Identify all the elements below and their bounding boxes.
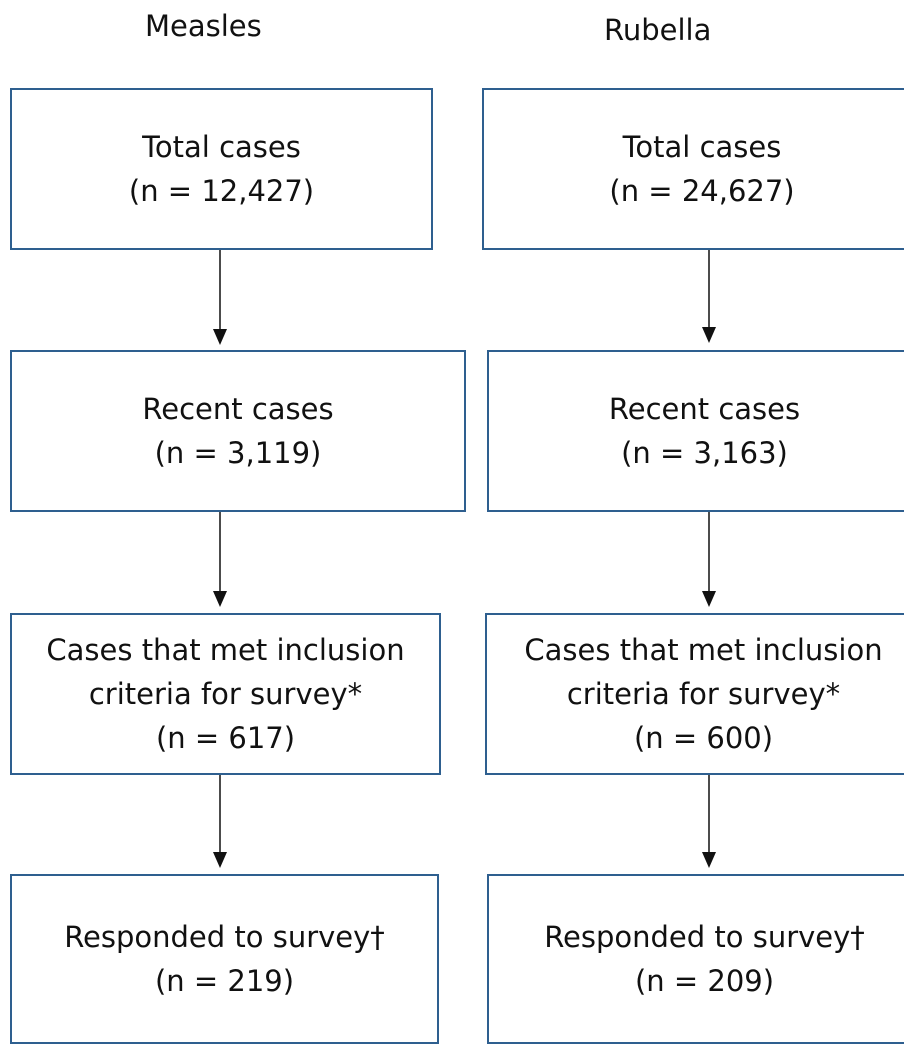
box-count: (n = 12,427) (128, 174, 315, 208)
box-line: Responded to survey† (544, 920, 865, 954)
box-line: criteria for survey* (566, 677, 841, 711)
measles-column-title: Measles (145, 9, 262, 43)
box-line: criteria for survey* (88, 677, 363, 711)
box-line: Responded to survey† (64, 920, 385, 954)
box-line: Total cases (142, 130, 301, 164)
box-count: (n = 617) (155, 721, 296, 755)
rubella-arrowhead-1 (702, 327, 716, 343)
box-count: (n = 209) (634, 964, 775, 998)
measles-arrowhead-3 (213, 852, 227, 868)
rubella-arrowhead-2 (702, 591, 716, 607)
box-line: Total cases (622, 130, 782, 164)
rubella-recent-cases-box: Recent cases (n = 3,163) (487, 350, 904, 512)
measles-responded-box: Responded to survey† (n = 219) (10, 874, 439, 1044)
box-count: (n = 3,163) (621, 436, 788, 470)
measles-recent-cases-box: Recent cases (n = 3,119) (10, 350, 466, 512)
measles-inclusion-criteria-box: Cases that met inclusion criteria for su… (10, 613, 441, 775)
box-line: Cases that met inclusion (46, 633, 405, 667)
box-count: (n = 24,627) (609, 174, 795, 208)
box-count: (n = 600) (633, 721, 774, 755)
rubella-arrowhead-3 (702, 852, 716, 868)
measles-arrowhead-1 (213, 329, 227, 345)
rubella-column-title: Rubella (604, 13, 712, 47)
box-count: (n = 219) (154, 964, 295, 998)
rubella-inclusion-criteria-box: Cases that met inclusion criteria for su… (485, 613, 904, 775)
box-line: Recent cases (608, 392, 801, 426)
box-line: Cases that met inclusion (524, 633, 883, 667)
rubella-total-cases-box: Total cases (n = 24,627) (482, 88, 904, 250)
measles-arrowhead-2 (213, 591, 227, 607)
box-line: Recent cases (142, 392, 334, 426)
box-count: (n = 3,119) (154, 436, 322, 470)
measles-total-cases-box: Total cases (n = 12,427) (10, 88, 433, 250)
rubella-responded-box: Responded to survey† (n = 209) (487, 874, 904, 1044)
